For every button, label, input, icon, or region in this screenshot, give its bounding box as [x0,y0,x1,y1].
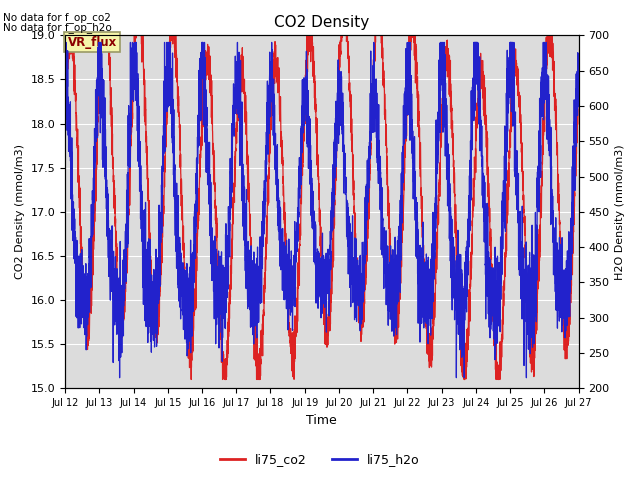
Line: li75_h2o: li75_h2o [65,42,579,378]
Y-axis label: H2O Density (mmol/m3): H2O Density (mmol/m3) [615,144,625,280]
li75_co2 [303,75,310,81]
Text: VR_flux: VR_flux [68,36,117,49]
li75_h2o [574,104,582,109]
li75_co2 [65,33,72,38]
li75_co2 [574,80,582,86]
X-axis label: Time: Time [307,414,337,427]
Legend: li75_co2, li75_h2o: li75_co2, li75_h2o [215,448,425,471]
li75_h2o [575,89,582,95]
li75_co2 [188,377,195,383]
li75_co2 [437,145,445,151]
li75_h2o [466,228,474,234]
li75_h2o [408,144,416,150]
li75_h2o [62,39,70,45]
Line: li75_co2: li75_co2 [65,36,579,380]
li75_h2o [303,119,310,124]
Text: No data for f_op_co2: No data for f_op_co2 [3,12,111,23]
li75_h2o [437,77,445,83]
Title: CO2 Density: CO2 Density [274,15,369,30]
Text: No data for f_op_h2o: No data for f_op_h2o [3,22,112,33]
li75_co2 [466,318,474,324]
li75_h2o [154,308,161,314]
li75_co2 [408,33,416,38]
li75_co2 [575,83,582,88]
li75_h2o [61,77,69,83]
li75_h2o [116,375,124,381]
Y-axis label: CO2 Density (mmol/m3): CO2 Density (mmol/m3) [15,144,25,279]
li75_co2 [154,324,161,330]
li75_co2 [61,99,69,105]
